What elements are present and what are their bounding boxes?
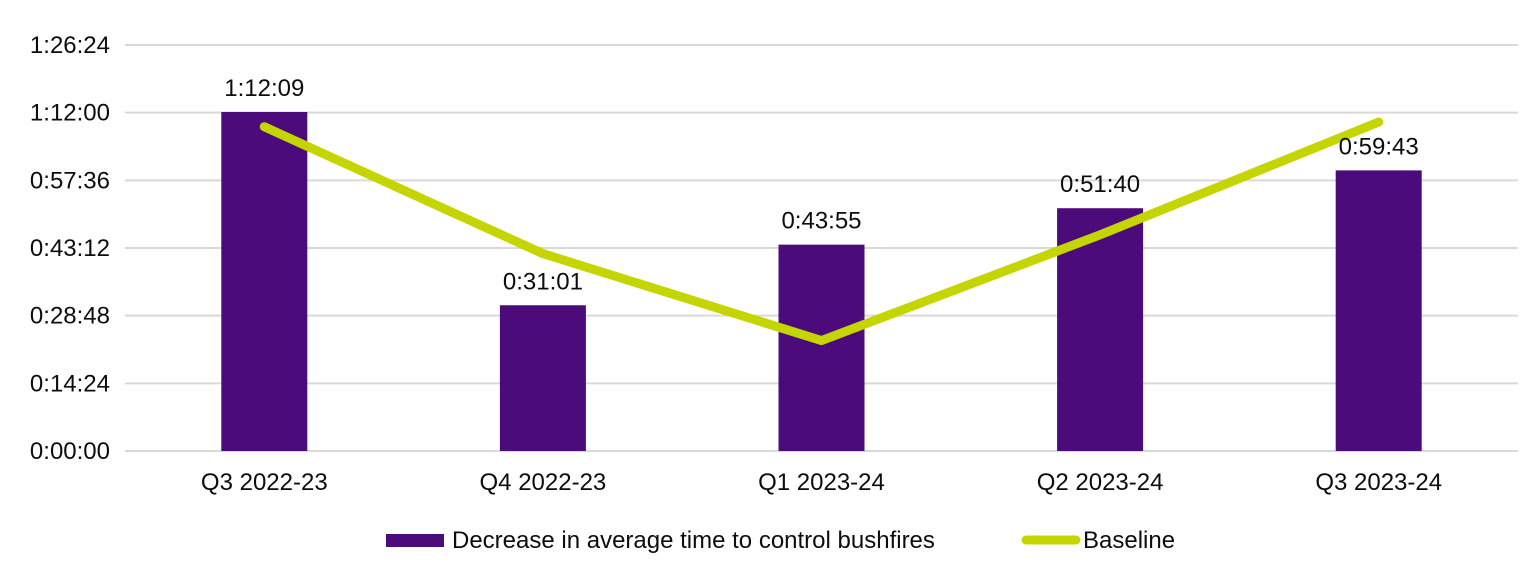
bar-value-label: 0:31:01 xyxy=(503,268,583,295)
y-tick-label: 0:14:24 xyxy=(30,370,110,397)
y-tick-label: 0:28:48 xyxy=(30,303,110,330)
bar-value-label: 0:43:55 xyxy=(781,208,861,235)
y-tick-label: 1:26:24 xyxy=(30,32,110,59)
x-axis-label: Q1 2023-24 xyxy=(758,469,885,496)
bar-value-label: 0:59:43 xyxy=(1339,133,1419,160)
y-tick-label: 0:43:12 xyxy=(30,235,110,262)
legend-line-label: Baseline xyxy=(1083,527,1175,554)
y-tick-label: 1:12:00 xyxy=(30,100,110,127)
bar xyxy=(778,244,865,451)
x-axis-label: Q4 2022-23 xyxy=(480,469,607,496)
bar-value-label: 1:12:09 xyxy=(224,75,304,102)
y-tick-label: 0:00:00 xyxy=(30,438,110,465)
baseline-line xyxy=(259,117,1384,346)
bar-value-label: 0:51:40 xyxy=(1060,171,1140,198)
bar xyxy=(221,111,308,452)
legend-bar-swatch xyxy=(386,534,444,547)
legend-bar-label: Decrease in average time to control bush… xyxy=(452,527,935,554)
x-axis-label: Q3 2022-23 xyxy=(201,469,328,496)
bar xyxy=(1335,170,1422,451)
x-axis-label: Q2 2023-24 xyxy=(1037,469,1164,496)
x-axis-label: Q3 2023-24 xyxy=(1315,469,1442,496)
y-tick-label: 0:57:36 xyxy=(30,167,110,194)
bar xyxy=(499,305,586,451)
